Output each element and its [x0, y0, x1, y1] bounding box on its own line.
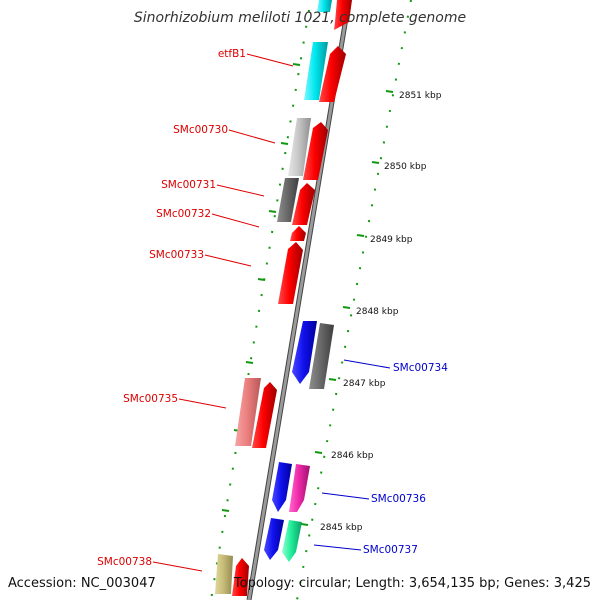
scale-labels: 2851 kbp 2850 kbp 2849 kbp 2848 kbp 2847 kbp… — [320, 91, 442, 533]
scale-label: 2849 kbp — [370, 235, 413, 245]
gene-arrow-SMc00730-partner[interactable] — [288, 118, 311, 176]
gene-arrow-SMc00734[interactable] — [292, 321, 317, 384]
gene-arrow-SMc00736-partner[interactable] — [289, 464, 310, 512]
gene-labels: etfB1 SMc00730 SMc00731 SMc00732 SMc00733 SMc… — [97, 48, 448, 572]
gene-leader-line — [178, 398, 227, 409]
gene-label-SMc00738[interactable]: SMc00738 — [97, 556, 152, 568]
scale-tick — [280, 142, 289, 145]
gene-arrow-SMc00733[interactable] — [278, 242, 303, 304]
scale-tick — [268, 210, 277, 213]
gene-arrow-SMc00734-partner[interactable] — [309, 323, 334, 389]
scale-tick — [371, 161, 380, 164]
gene-arrow-red-partial[interactable] — [334, 0, 352, 30]
genome-summary-text: Topology: circular; Length: 3,654,135 bp… — [233, 576, 591, 591]
gene-leader-line — [246, 53, 294, 67]
scale-tick — [221, 509, 230, 512]
gene-label-SMc00734[interactable]: SMc00734 — [393, 362, 448, 374]
gene-label-SMc00736[interactable]: SMc00736 — [371, 493, 426, 505]
gene-arrow-SMc00737[interactable] — [264, 518, 284, 560]
gene-features — [215, 0, 352, 596]
scale-tick — [300, 523, 309, 526]
gene-leader-line — [204, 254, 252, 267]
gene-arrow-SMc00738[interactable] — [232, 558, 249, 596]
gene-leader-line — [313, 544, 362, 551]
scale-label: 2848 kbp — [356, 307, 399, 317]
gene-label-SMc00730[interactable]: SMc00730 — [173, 124, 228, 136]
gene-arrow-SMc00737-partner[interactable] — [282, 520, 302, 562]
genome-title: Sinorhizobium meliloti 1021, complete ge… — [134, 10, 466, 26]
gene-label-etfB1[interactable]: etfB1 — [218, 48, 246, 60]
gene-leader-line — [216, 184, 265, 197]
gene-arrow-etfB1[interactable] — [319, 46, 346, 102]
gene-arrow-SMc00730[interactable] — [303, 122, 328, 180]
gene-arrow-cyan-partial[interactable] — [317, 0, 332, 12]
gene-label-SMc00735[interactable]: SMc00735 — [123, 393, 178, 405]
scale-label: 2847 kbp — [343, 379, 386, 389]
gene-label-SMc00733[interactable]: SMc00733 — [149, 249, 204, 261]
accession-text: Accession: NC_003047 — [8, 576, 156, 591]
scale-label: 2846 kbp — [331, 451, 374, 461]
scale-label: 2851 kbp — [399, 91, 442, 101]
dotted-guide-lines — [210, 0, 412, 600]
scale-label: 2850 kbp — [384, 162, 427, 172]
gene-arrow-SMc00736[interactable] — [272, 462, 292, 512]
gene-leader-line — [343, 359, 391, 369]
dotted-guide-outer — [296, 0, 412, 600]
scale-tick — [245, 361, 254, 364]
scale-tick — [385, 90, 394, 93]
scale-label: 2845 kbp — [320, 523, 363, 533]
gene-leader-line — [211, 213, 260, 228]
gene-arrow-SMc00738-partner[interactable] — [215, 554, 233, 594]
gene-arrow-SMc00735-partner[interactable] — [235, 378, 261, 446]
scale-tick — [328, 378, 337, 381]
gene-leader-line — [321, 492, 370, 500]
scale-tick — [342, 306, 351, 309]
gene-leader-line — [152, 561, 203, 572]
gene-arrow-SMc00731[interactable] — [292, 183, 315, 225]
gene-label-SMc00732[interactable]: SMc00732 — [156, 208, 211, 220]
gene-leader-line — [228, 129, 276, 144]
scale-tick — [356, 234, 365, 237]
scale-tick — [292, 63, 301, 66]
scale-tick — [257, 278, 266, 281]
gene-arrow-etfB1-partner[interactable] — [304, 42, 328, 100]
gene-label-SMc00737[interactable]: SMc00737 — [363, 544, 418, 556]
gene-label-SMc00731[interactable]: SMc00731 — [161, 179, 216, 191]
gene-arrow-SMc00735[interactable] — [252, 382, 277, 448]
scale-tick — [314, 451, 323, 454]
gene-arrow-SMc00731-partner[interactable] — [277, 178, 299, 222]
gene-arrow-SMc00732[interactable] — [290, 226, 306, 241]
